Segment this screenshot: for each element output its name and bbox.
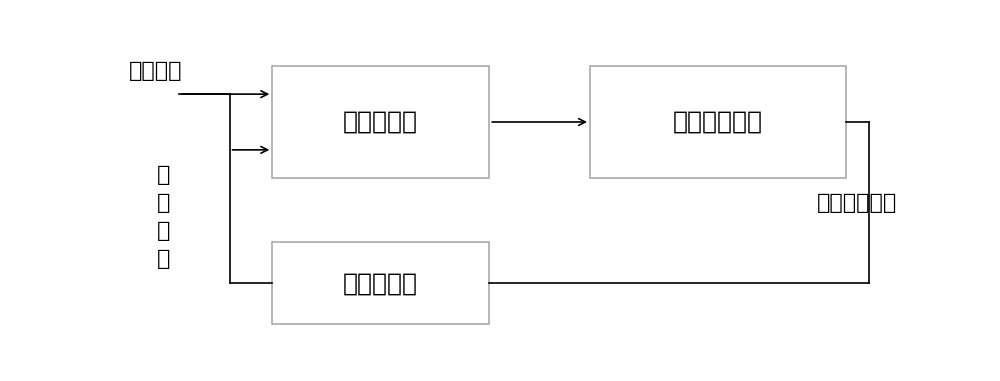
Text: 估
计
队
形: 估 计 队 形: [157, 165, 170, 269]
Text: 相对位置测量: 相对位置测量: [817, 193, 898, 213]
Bar: [272, 242, 489, 325]
Text: 期望队形: 期望队形: [129, 61, 182, 81]
Bar: [590, 66, 846, 178]
Text: 位置控制器: 位置控制器: [343, 110, 418, 134]
Bar: [272, 66, 489, 178]
Text: 位置控制器: 位置控制器: [343, 271, 418, 295]
Text: 交互拓扑结构: 交互拓扑结构: [673, 110, 763, 134]
